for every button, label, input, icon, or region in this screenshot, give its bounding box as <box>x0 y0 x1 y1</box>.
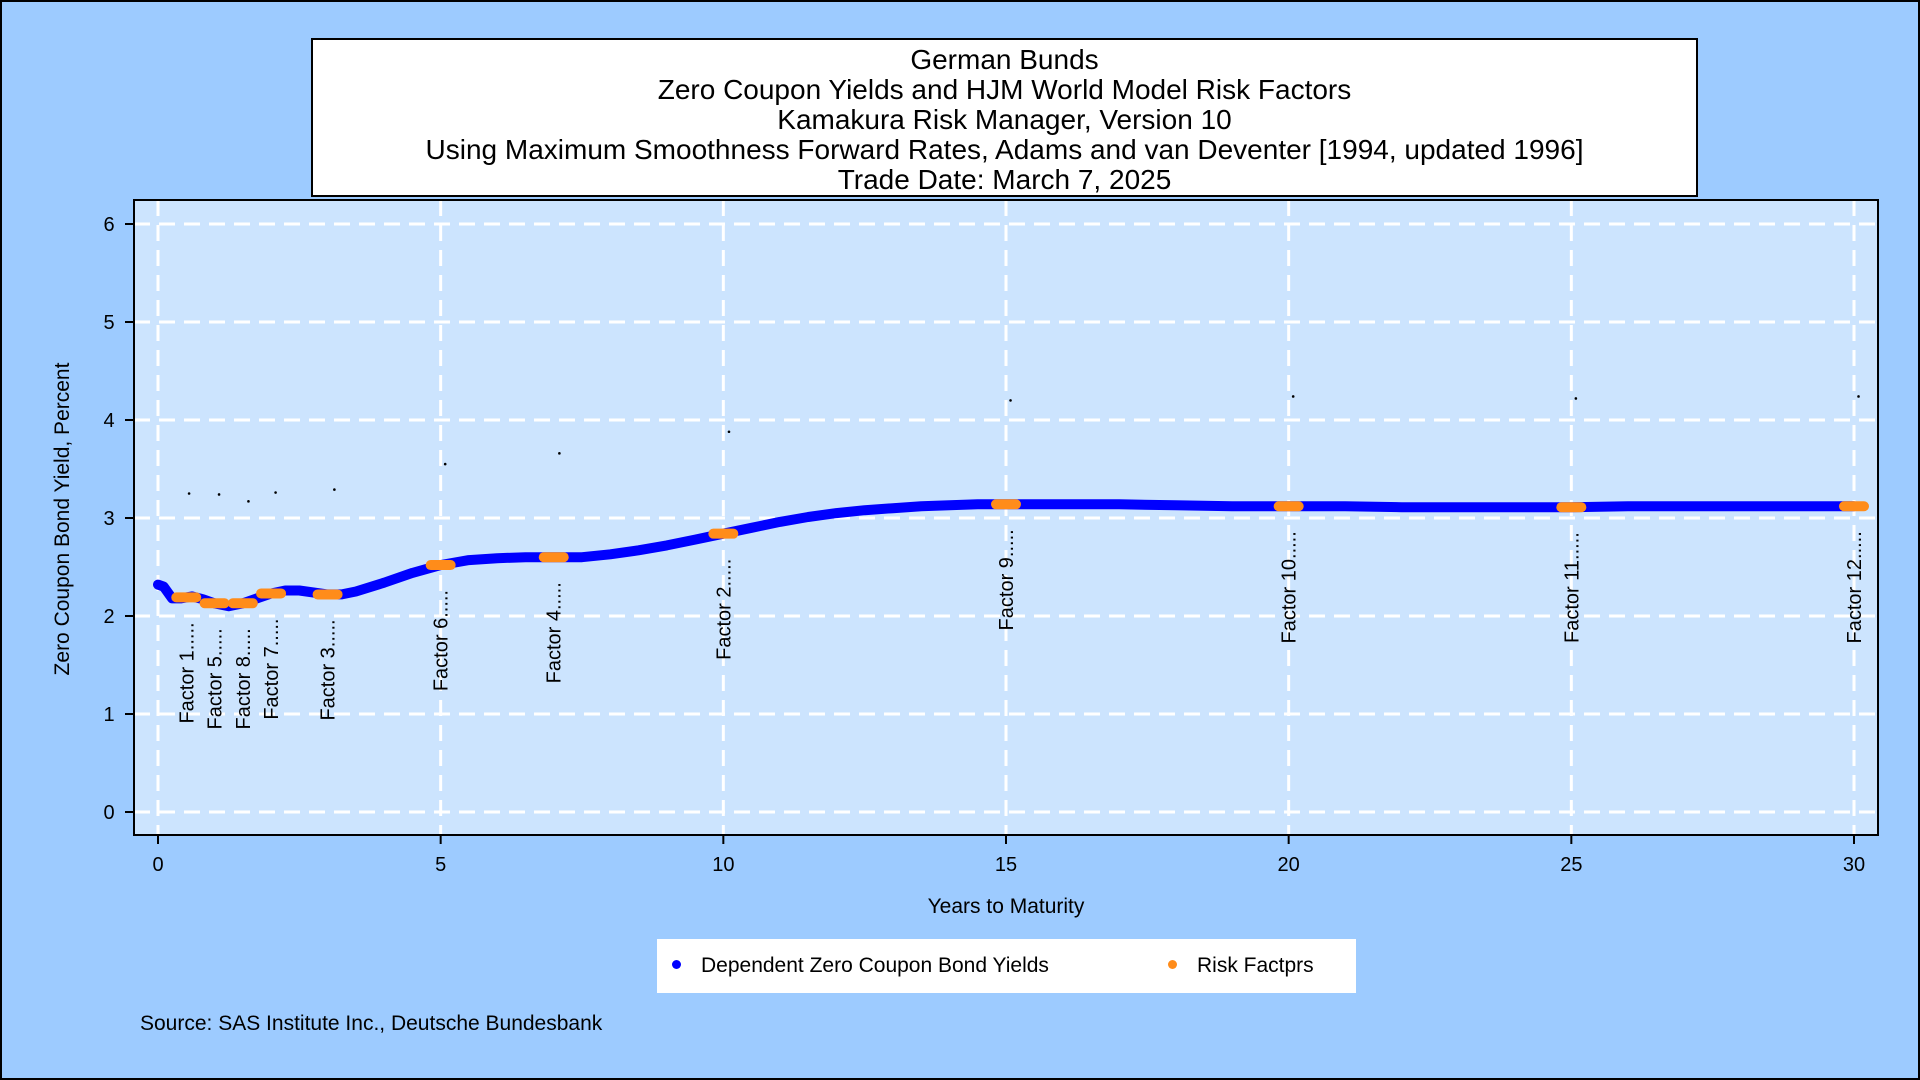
factor-label: Factor 2..... <box>713 559 735 660</box>
x-tick-label: 30 <box>1843 854 1865 876</box>
annotation-mark <box>1574 397 1578 400</box>
title-line-1: German Bunds <box>910 44 1099 75</box>
legend-label-yields: Dependent Zero Coupon Bond Yields <box>701 954 1049 977</box>
factor-label: Factor 1..... <box>176 622 198 723</box>
annotation-mark <box>247 500 250 503</box>
annotation-mark <box>443 462 447 466</box>
y-tick-label: 6 <box>103 214 114 236</box>
y-tick-label: 2 <box>103 606 114 628</box>
factor-label: Factor 7..... <box>261 619 283 720</box>
factor-label: Factor 11..... <box>1561 532 1583 643</box>
annotation-mark <box>217 493 221 496</box>
title-line-4: Using Maximum Smoothness Forward Rates, … <box>425 134 1584 165</box>
legend: Dependent Zero Coupon Bond Yields Risk F… <box>657 939 1356 993</box>
title-line-5: Trade Date: March 7, 2025 <box>837 164 1172 195</box>
x-tick-label: 10 <box>712 854 734 876</box>
factor-label: Factor 8..... <box>233 628 255 729</box>
annotation-mark <box>187 492 191 495</box>
annotation-mark <box>333 488 336 491</box>
yield-curve-line <box>153 499 1859 612</box>
source-note: Source: SAS Institute Inc., Deutsche Bun… <box>140 1012 603 1035</box>
annotation-mark <box>727 430 731 434</box>
factor-label: Factor 12..... <box>1844 531 1866 643</box>
y-tick-label: 5 <box>103 312 114 334</box>
annotation-mark <box>1009 399 1012 402</box>
chart-title-box: German Bunds Zero Coupon Yields and HJM … <box>311 38 1698 197</box>
legend-item-yields: Dependent Zero Coupon Bond Yields <box>672 954 1049 978</box>
y-tick-label: 0 <box>103 802 114 824</box>
factor-label: Factor 4..... <box>544 582 566 683</box>
legend-item-factors: Risk Factprs <box>1168 954 1314 978</box>
x-axis-label: Years to Maturity <box>928 895 1085 918</box>
y-tick-label: 4 <box>103 410 114 432</box>
x-tick-label: 20 <box>1278 854 1300 876</box>
y-tick-label: 3 <box>103 508 114 530</box>
legend-dot-yields-icon <box>672 960 681 969</box>
y-axis-label: Zero Coupon Bond Yield, Percent <box>51 362 74 675</box>
factor-label: Factor 6..... <box>431 590 453 691</box>
annotation-mark <box>1857 395 1860 398</box>
annotation-mark <box>1291 395 1295 398</box>
x-tick-label: 25 <box>1560 854 1582 876</box>
x-tick-label: 15 <box>995 854 1017 876</box>
factor-label: Factor 5..... <box>205 628 227 729</box>
annotation-mark <box>558 452 561 455</box>
x-tick-label: 5 <box>435 854 446 876</box>
factor-label: Factor 9..... <box>996 529 1018 630</box>
annotation-mark <box>274 491 277 494</box>
x-tick-label: 0 <box>152 854 163 876</box>
y-tick-label: 1 <box>103 704 114 726</box>
title-line-3: Kamakura Risk Manager, Version 10 <box>777 104 1232 135</box>
legend-label-factors: Risk Factprs <box>1197 954 1314 977</box>
legend-dot-factors-icon <box>1168 960 1177 969</box>
title-line-2: Zero Coupon Yields and HJM World Model R… <box>657 74 1352 105</box>
factor-label: Factor 10..... <box>1279 531 1301 643</box>
factor-label: Factor 3..... <box>318 619 340 720</box>
